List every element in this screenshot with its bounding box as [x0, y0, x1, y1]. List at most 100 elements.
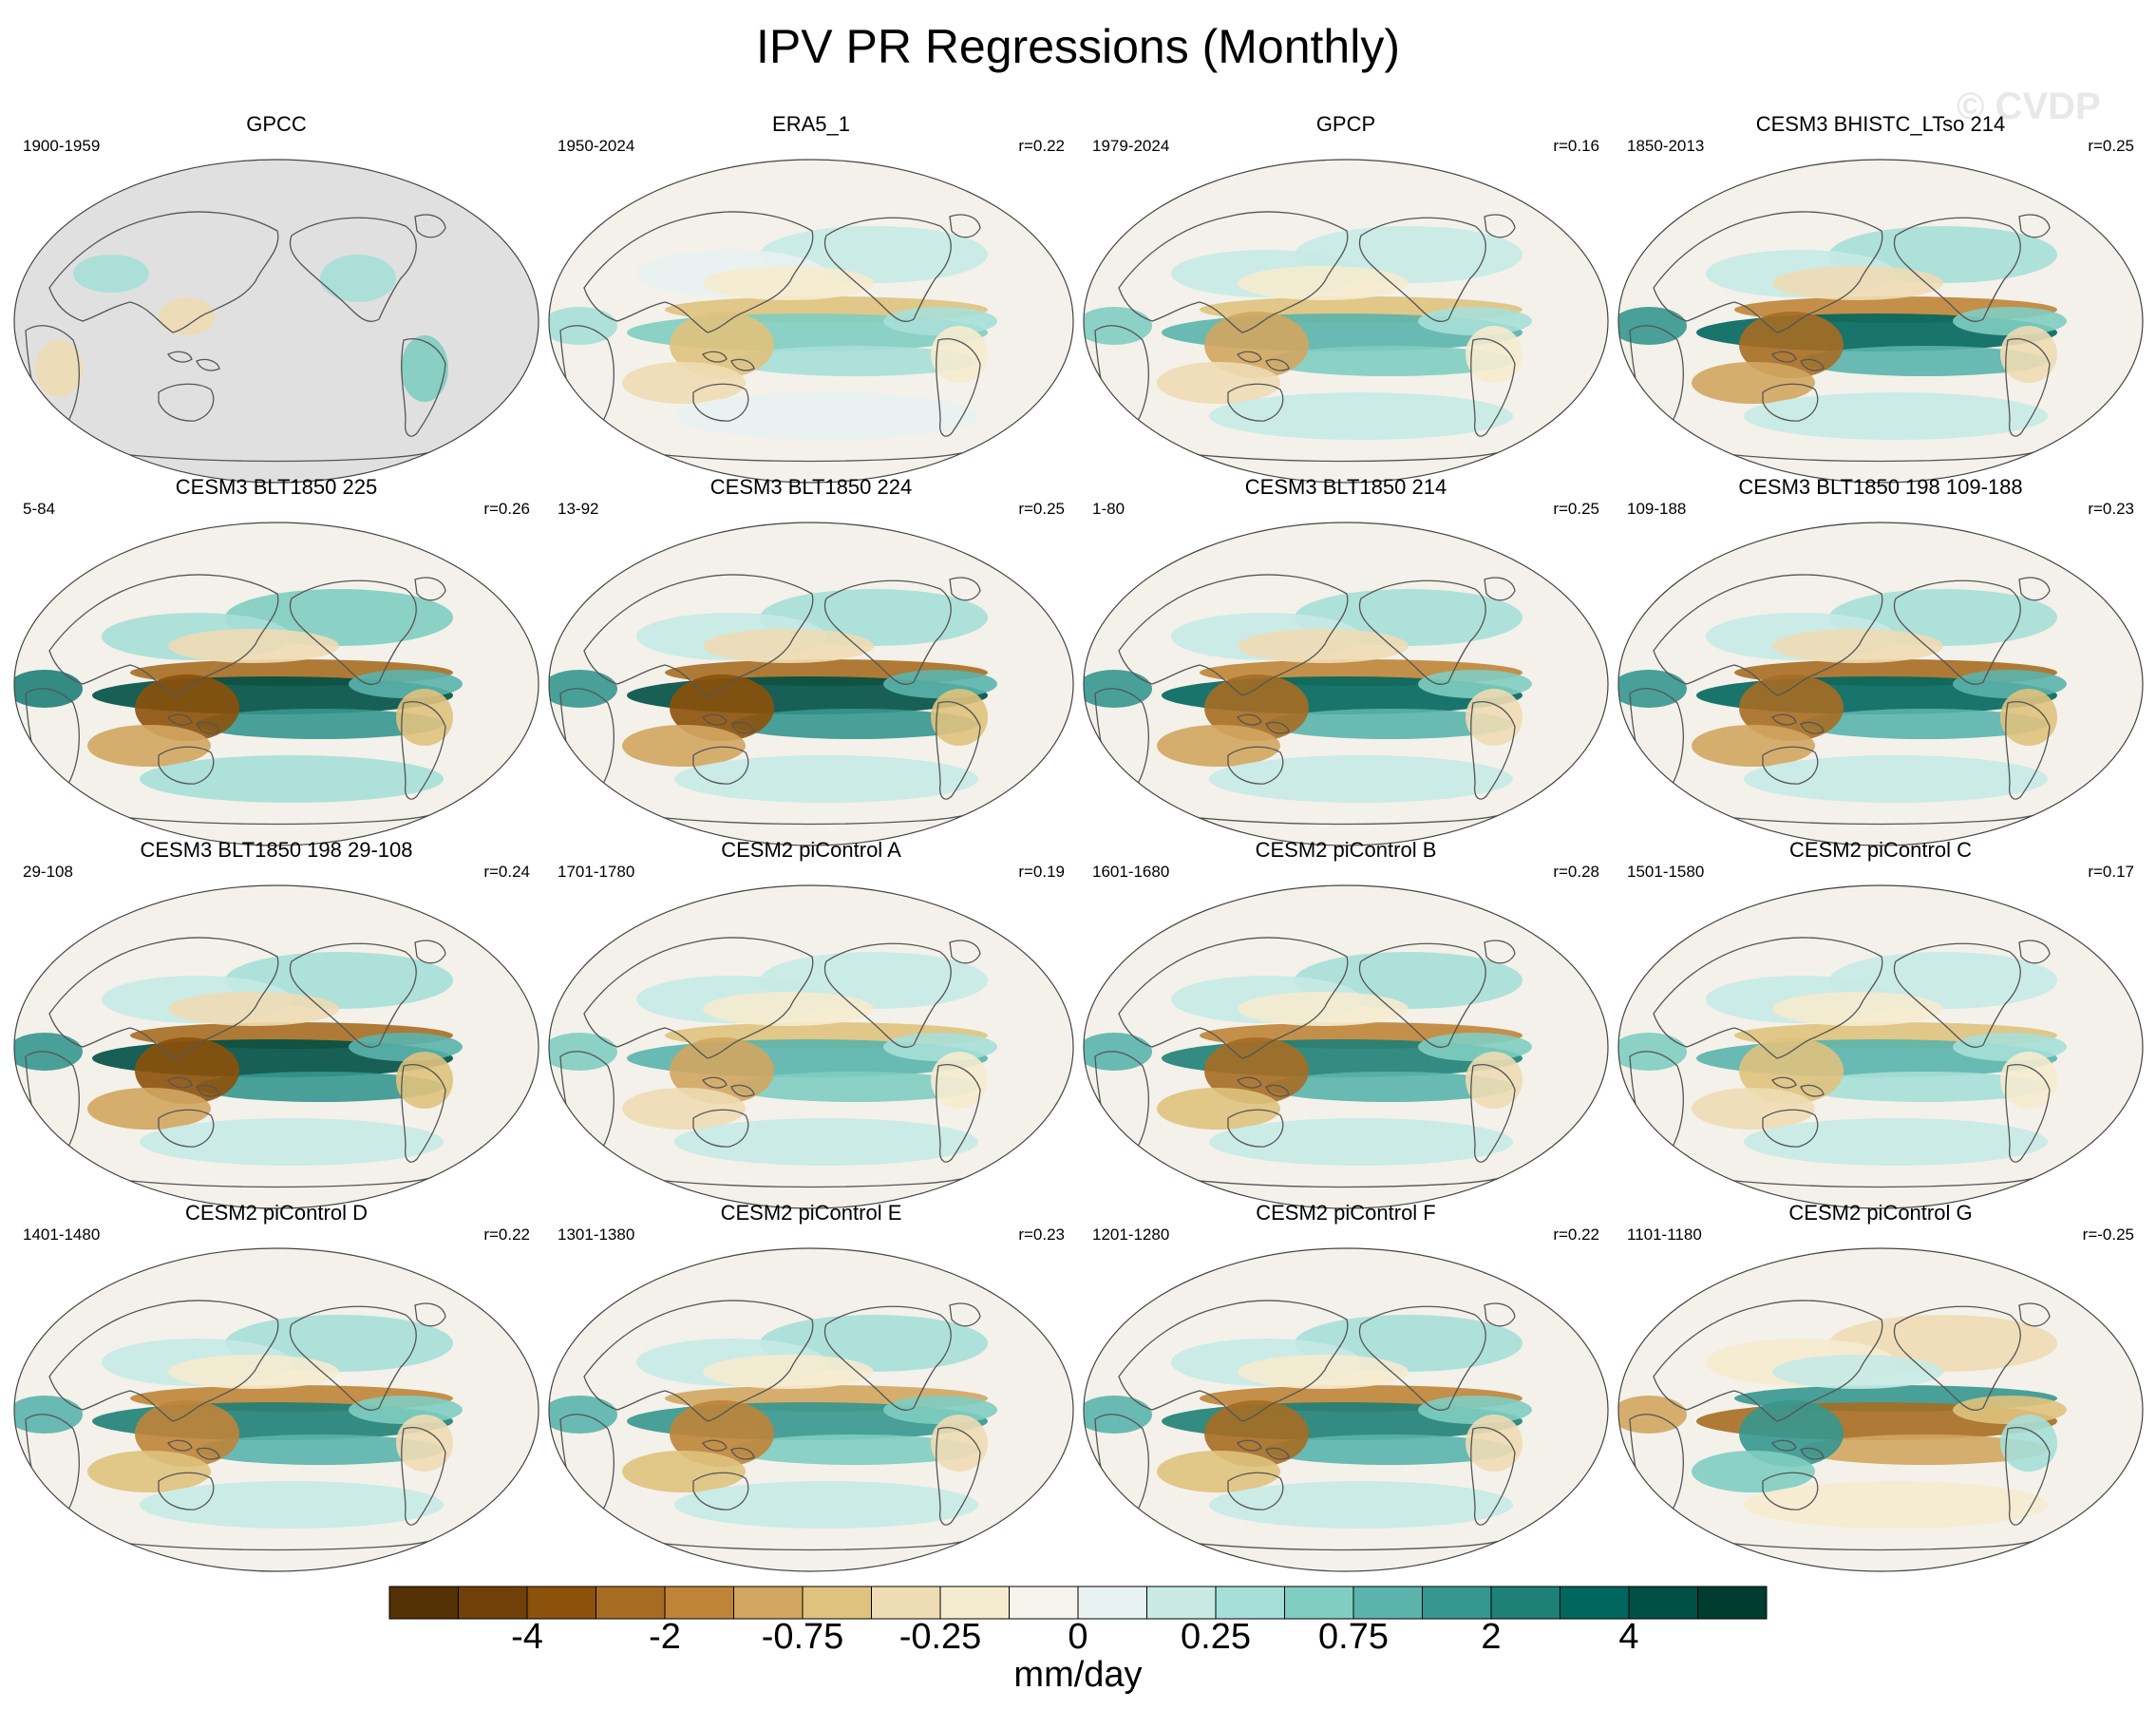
colorbar-segment: [871, 1586, 941, 1620]
field-blob: [1953, 1396, 2067, 1424]
coastline: [1227, 1109, 1284, 1148]
field-blob: [140, 1118, 444, 1166]
coastline: [289, 580, 417, 685]
coastline: [1118, 211, 1349, 333]
panel-correlation: r=0.17: [2088, 863, 2134, 881]
field-blob: [197, 709, 444, 739]
field-blob: [1801, 1434, 2048, 1465]
panel-correlation: r=0.22: [1553, 1226, 1599, 1244]
field-blob: [622, 725, 746, 767]
field-blob: [1801, 1072, 2048, 1102]
field-blob: [1209, 755, 1513, 803]
coastline: [702, 713, 728, 726]
coastline: [120, 447, 444, 463]
coastline: [1653, 211, 1883, 333]
map-svg: [548, 1247, 1074, 1572]
field-blob: [931, 689, 988, 746]
coastline: [196, 358, 220, 371]
coastline: [1771, 1439, 1797, 1452]
field-blob: [2000, 326, 2057, 383]
field-blob: [2000, 689, 2057, 746]
coastline: [1724, 447, 2049, 463]
panel-period: 1850-2013: [1627, 137, 1705, 155]
field-blob: [73, 255, 149, 293]
panel-period: 1501-1580: [1627, 863, 1705, 881]
colorbar-segment: [1146, 1586, 1217, 1620]
colorbar-tick-label: 2: [1481, 1617, 1502, 1657]
field-blob: [140, 1481, 444, 1529]
coastline: [1265, 721, 1290, 734]
coastline: [692, 1472, 749, 1510]
colorbar-tick-label: -0.75: [761, 1617, 844, 1657]
coastline: [1189, 1536, 1514, 1551]
coastline: [1893, 217, 2021, 322]
panel-period: 1301-1380: [558, 1226, 635, 1244]
coastline: [1470, 1064, 1516, 1163]
coastline: [1237, 351, 1262, 363]
coastline: [2018, 940, 2051, 964]
coastline: [583, 937, 814, 1059]
field-blob: [622, 1451, 746, 1492]
map-panel: CESM2 piControl B 1601-1680 r=0.28: [1076, 838, 1616, 1209]
field-blob: [35, 340, 83, 397]
coastline: [167, 713, 193, 726]
coastline: [949, 577, 981, 601]
colorbar-tick-label: -2: [649, 1617, 681, 1657]
panel-correlation: r=0.16: [1553, 137, 1599, 155]
panel-period: 1-80: [1092, 500, 1125, 518]
coastline: [167, 1439, 193, 1452]
field-blob: [1157, 1451, 1280, 1492]
field-blob: [159, 297, 216, 335]
field-blob: [396, 1415, 453, 1472]
coastline: [949, 940, 981, 964]
field-blob: [1209, 1481, 1513, 1529]
coastline: [1771, 351, 1797, 363]
field-blob: [1744, 755, 2048, 803]
coastline: [1265, 1447, 1290, 1460]
map-outline: [1083, 884, 1609, 1209]
field-blob: [2000, 1415, 2057, 1472]
field-blob: [87, 725, 211, 767]
coastline: [158, 746, 215, 785]
coastline: [2005, 701, 2051, 800]
field-blob: [349, 1033, 463, 1061]
field-blob: [1466, 1415, 1522, 1472]
map-outline: [548, 522, 1074, 846]
coastline: [120, 1536, 444, 1551]
coastline: [1653, 574, 1883, 696]
coastline: [654, 1173, 979, 1188]
coastline: [2018, 577, 2051, 601]
map-outline: [1083, 522, 1609, 846]
coastline: [1470, 338, 1516, 437]
coastline: [1265, 358, 1290, 371]
field-blob: [1744, 1118, 2048, 1166]
coastline: [167, 1076, 193, 1089]
panel-period: 1401-1480: [23, 1226, 101, 1244]
panel-title: CESM2 piControl A: [721, 838, 901, 862]
coastline: [1118, 1300, 1349, 1422]
field-blob: [674, 392, 978, 440]
coastline: [1800, 358, 1825, 371]
panel-correlation: r=0.25: [1018, 500, 1065, 518]
coastline: [1237, 1439, 1262, 1452]
field-blob: [2000, 1052, 2057, 1109]
field-blob: [396, 1052, 453, 1109]
coastline: [1653, 937, 1883, 1059]
coastline: [414, 940, 446, 964]
colorbar-segment: [1284, 1586, 1354, 1620]
field-blob: [349, 670, 463, 698]
map-svg: [1083, 884, 1609, 1209]
coastline: [1724, 810, 2049, 826]
panel-period: 1201-1280: [1092, 1226, 1170, 1244]
map-panel: CESM2 piControl E 1301-1380 r=0.23: [541, 1201, 1081, 1572]
field-blob: [674, 1481, 978, 1529]
colorbar-segment: [1077, 1586, 1147, 1620]
coastline: [289, 942, 417, 1048]
map-svg: [548, 884, 1074, 1209]
coastline: [1470, 701, 1516, 800]
coastline: [1358, 217, 1486, 322]
coastline: [1724, 1173, 2049, 1188]
map-svg: [13, 1247, 539, 1572]
field-blob: [1418, 1396, 1532, 1424]
panel-title: CESM2 piControl G: [1788, 1201, 1973, 1225]
